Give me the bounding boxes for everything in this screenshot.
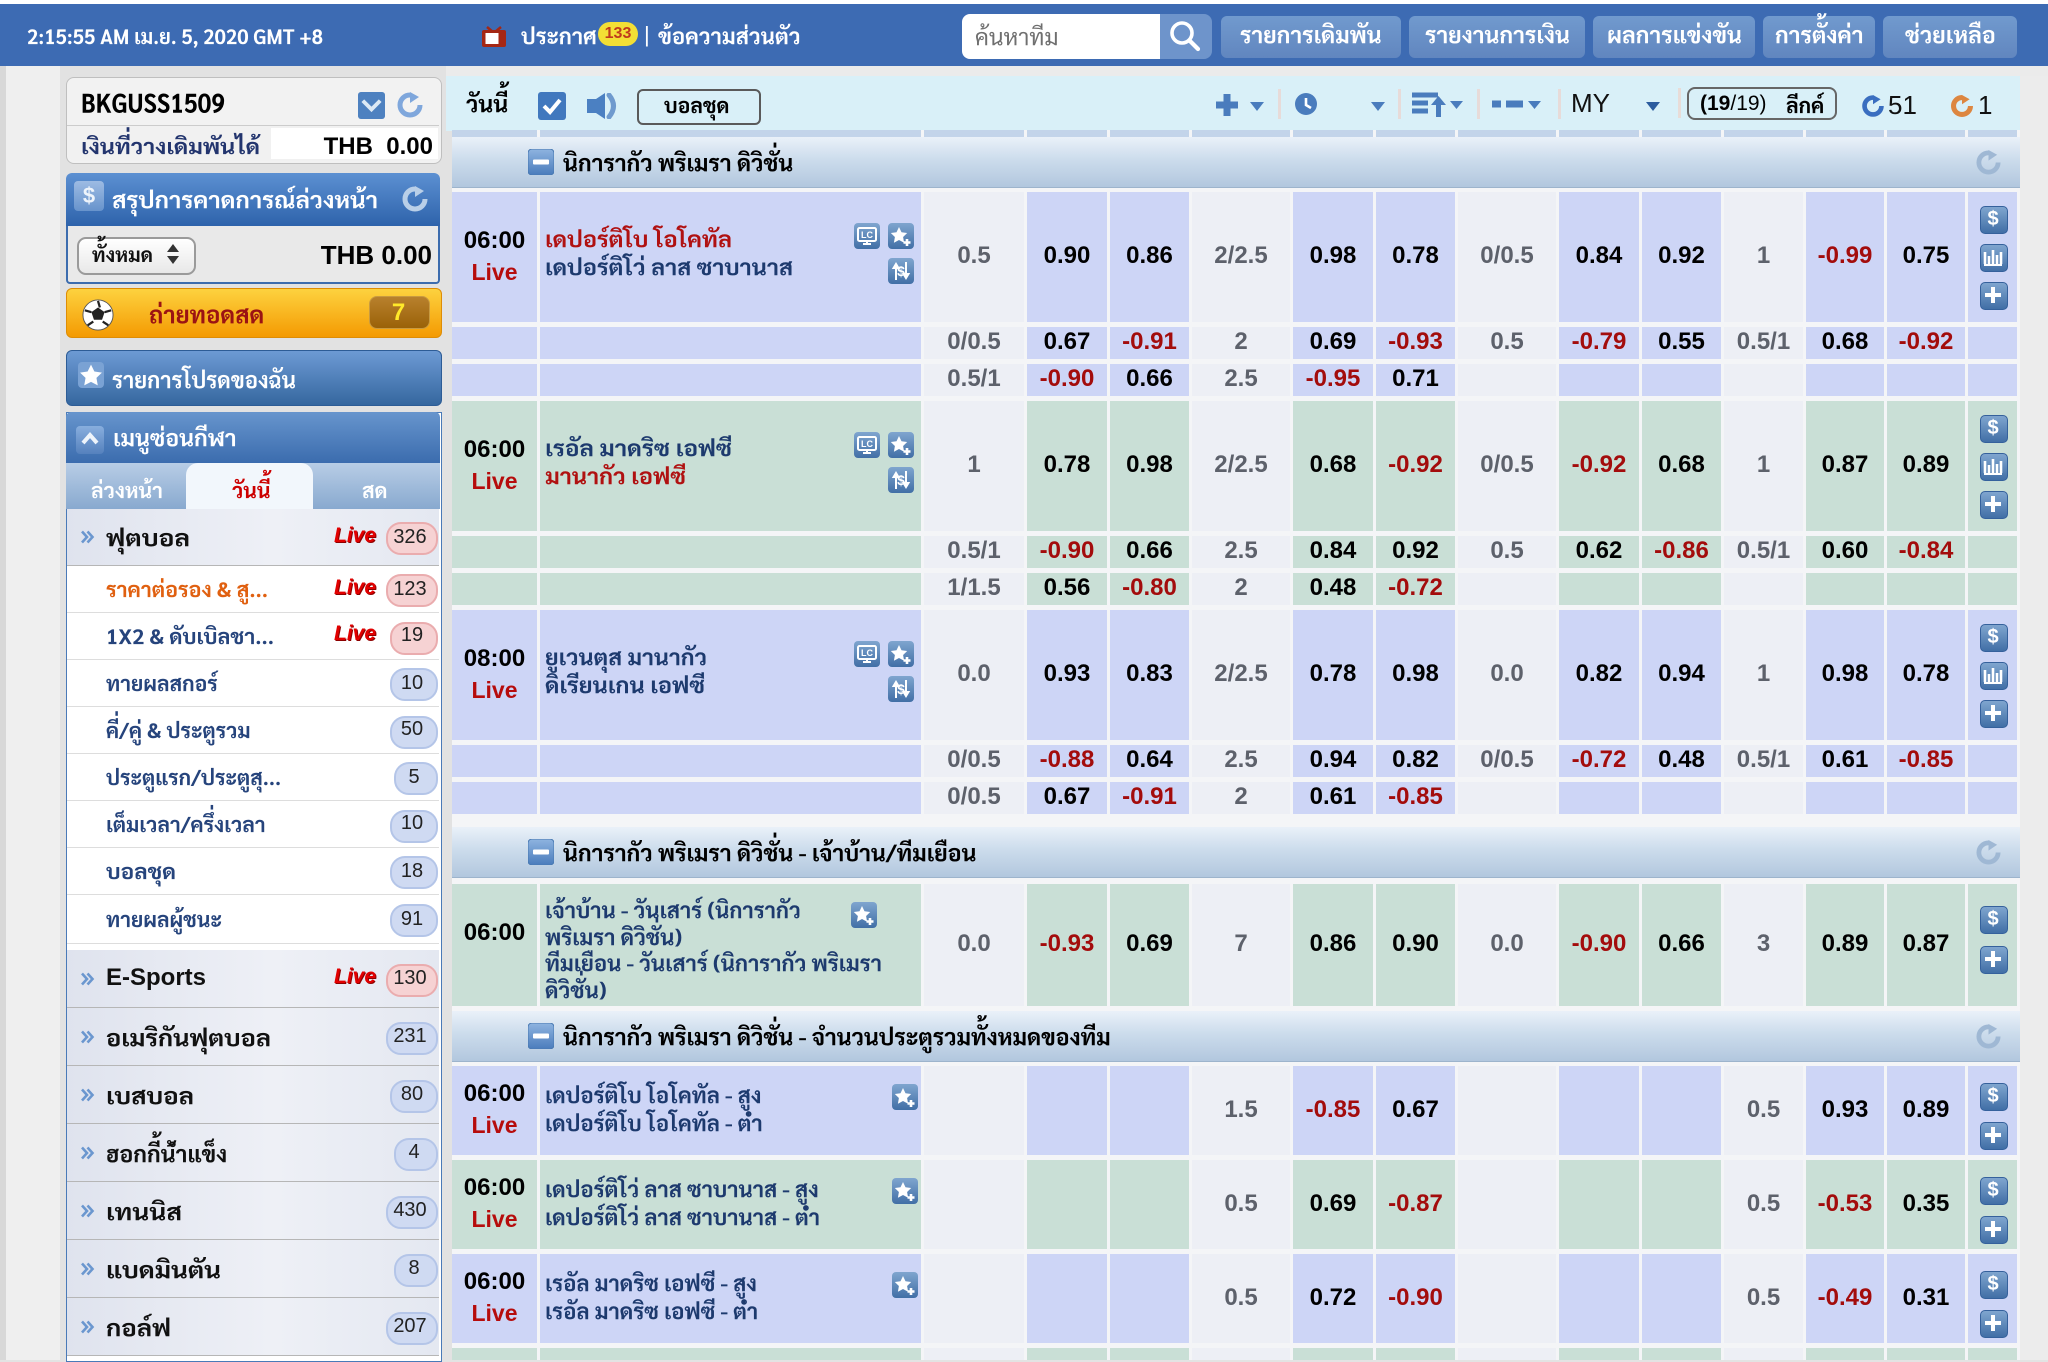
svg-text:LC: LC — [861, 439, 873, 449]
svg-text:$: $ — [897, 472, 905, 488]
svg-text:LC: LC — [861, 230, 873, 240]
svg-text:$: $ — [897, 681, 905, 697]
svg-text:LC: LC — [861, 648, 873, 658]
svg-text:$: $ — [897, 263, 905, 279]
